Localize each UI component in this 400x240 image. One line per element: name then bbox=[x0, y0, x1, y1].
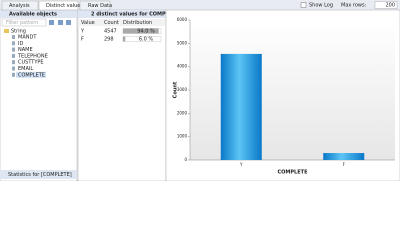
tab-bar bbox=[0, 0, 400, 10]
selection bbox=[16, 71, 46, 78]
tree-item[interactable]: CUSTTYPE bbox=[18, 60, 44, 66]
distribution-bar bbox=[123, 28, 159, 34]
y-tick-label: 6000 bbox=[177, 17, 188, 22]
y-axis-label: Count bbox=[173, 81, 179, 98]
column-header: Distribution bbox=[123, 20, 152, 26]
table-header bbox=[78, 10, 166, 18]
field-icon bbox=[12, 66, 15, 71]
tool-icon[interactable] bbox=[66, 20, 71, 25]
tree-item[interactable]: MANDT bbox=[18, 35, 37, 41]
chart: 0 1000 2000 3000 4000 5000 6000 Count COMPLETE Y F bbox=[173, 17, 395, 176]
tool-icon[interactable] bbox=[58, 20, 63, 25]
x-tick-label: Y bbox=[239, 162, 243, 167]
field-icon bbox=[12, 60, 15, 65]
x-axis-label: COMPLETE bbox=[278, 170, 309, 176]
tab[interactable] bbox=[1, 0, 39, 11]
tree-item[interactable]: EMAIL bbox=[18, 66, 33, 72]
y-tick-label: 5000 bbox=[177, 40, 188, 45]
tab[interactable] bbox=[79, 0, 111, 11]
tool-icon[interactable] bbox=[49, 20, 54, 25]
filter-placeholder: Filter pattern bbox=[6, 20, 38, 26]
field-icon bbox=[12, 47, 15, 52]
show-log-label: Show Log bbox=[309, 3, 333, 9]
folder-icon bbox=[4, 29, 9, 33]
cell-count: 298 bbox=[104, 37, 114, 43]
tree-item[interactable]: TELEPHONE bbox=[17, 53, 48, 59]
show-log-checkbox[interactable] bbox=[300, 2, 307, 8]
distinct-table: Value Count Distribution Y 4547 94.0 % F 298 6.0… bbox=[78, 19, 166, 43]
tab-label: Analysis bbox=[9, 3, 30, 9]
tree-root[interactable]: String bbox=[11, 29, 26, 35]
field-icon bbox=[12, 41, 15, 46]
bar bbox=[323, 153, 365, 160]
object-tree: StringMANDTIDNAMETELEPHONECUSTTYPEEMAILC… bbox=[4, 29, 48, 78]
left-panel bbox=[0, 9, 78, 181]
tab[interactable] bbox=[38, 0, 79, 11]
footer-tab[interactable] bbox=[0, 170, 77, 179]
tab-label: Distinct values bbox=[46, 3, 83, 9]
field-icon bbox=[12, 72, 15, 77]
panel-title: Available objects bbox=[9, 12, 57, 18]
max-rows-value: 200 bbox=[385, 3, 395, 9]
y-tick-label: 3000 bbox=[177, 87, 188, 92]
table-title: 2 distinct values for COMPLETE bbox=[91, 12, 180, 18]
column-header: Count bbox=[104, 20, 119, 26]
max-rows-label: Max rows: bbox=[341, 3, 367, 9]
tree-item[interactable]: COMPLETE bbox=[18, 72, 45, 78]
tree-item[interactable]: NAME bbox=[18, 47, 33, 53]
y-tick-label: 1000 bbox=[177, 134, 188, 139]
left-panel-header bbox=[0, 10, 77, 18]
field-icon bbox=[12, 53, 15, 58]
tab-label: Raw Data bbox=[88, 3, 112, 9]
bar bbox=[220, 53, 262, 160]
column-header: Value bbox=[81, 20, 95, 26]
distribution-label: 6.0 % bbox=[139, 37, 154, 43]
y-tick-label: 0 bbox=[184, 157, 187, 162]
cell-value: Y bbox=[80, 29, 85, 35]
distribution-label: 94.0 % bbox=[137, 29, 155, 35]
x-tick-label: F bbox=[343, 162, 346, 167]
table-head bbox=[78, 19, 166, 26]
app-window: Available objects Filter pattern StringM… bbox=[0, 0, 400, 181]
tree-item[interactable]: ID bbox=[18, 41, 23, 47]
y-tick-label: 2000 bbox=[177, 110, 188, 115]
tabs: Analysis Distinct values Raw Data bbox=[1, 0, 112, 11]
cell-value: F bbox=[81, 37, 84, 43]
max-rows-input[interactable] bbox=[374, 1, 398, 9]
cell-count: 4547 bbox=[104, 29, 117, 35]
footer-label: Statistics for [COMPLETE] bbox=[8, 172, 72, 178]
filter-input[interactable] bbox=[1, 18, 47, 27]
distribution-bar bbox=[123, 36, 126, 42]
y-tick-label: 4000 bbox=[177, 64, 188, 69]
field-icon bbox=[12, 35, 15, 39]
